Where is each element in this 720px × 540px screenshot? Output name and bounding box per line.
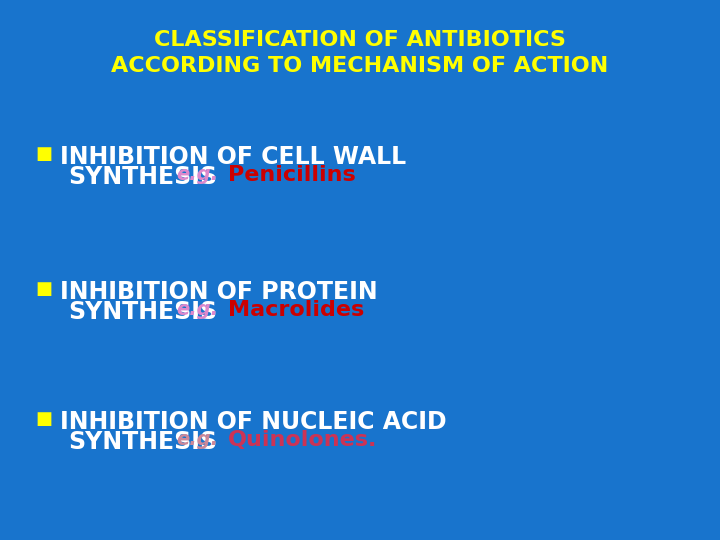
Text: ■: ■ [35, 145, 52, 163]
Text: CLASSIFICATION OF ANTIBIOTICS: CLASSIFICATION OF ANTIBIOTICS [154, 30, 566, 50]
Text: ■: ■ [35, 280, 52, 298]
Text: e.g.: e.g. [176, 165, 218, 184]
Text: ACCORDING TO MECHANISM OF ACTION: ACCORDING TO MECHANISM OF ACTION [112, 56, 608, 76]
Text: ■: ■ [35, 410, 52, 428]
Text: e.g.: e.g. [176, 430, 218, 449]
Text: Penicillins: Penicillins [228, 165, 356, 185]
Text: INHIBITION OF NUCLEIC ACID: INHIBITION OF NUCLEIC ACID [60, 410, 446, 434]
Text: SYNTHESIS: SYNTHESIS [68, 165, 217, 189]
Text: SYNTHESIS: SYNTHESIS [68, 430, 217, 454]
Text: Macrolides: Macrolides [228, 300, 364, 320]
Text: Quinolones.: Quinolones. [228, 430, 377, 450]
Text: e.g.: e.g. [176, 300, 218, 319]
Text: SYNTHESIS: SYNTHESIS [68, 300, 217, 324]
Text: INHIBITION OF PROTEIN: INHIBITION OF PROTEIN [60, 280, 377, 304]
Text: INHIBITION OF CELL WALL: INHIBITION OF CELL WALL [60, 145, 406, 169]
